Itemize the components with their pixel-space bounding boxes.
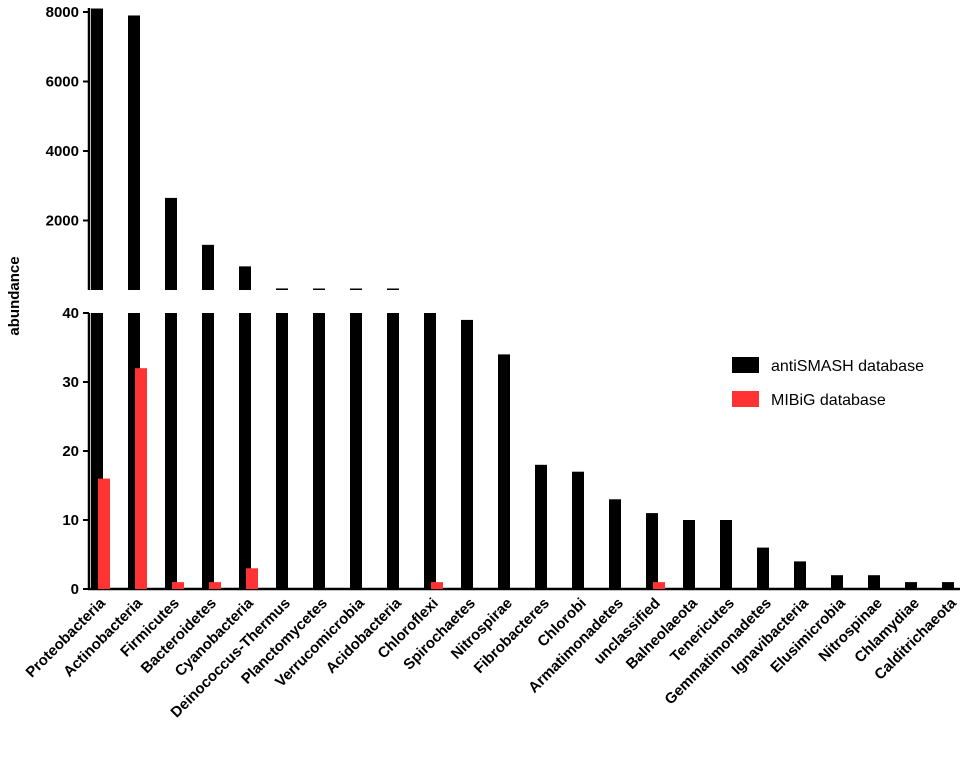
antismash-bar (239, 313, 251, 589)
antismash-bar (683, 520, 695, 589)
antismash-bar (387, 313, 399, 589)
legend: antiSMASH database MIBiG database (732, 357, 924, 409)
antismash-bar-upper (276, 288, 288, 290)
antismash-bar (424, 313, 436, 589)
mibig-bar (172, 582, 184, 589)
antismash-bar (165, 313, 177, 589)
antismash-bar (905, 582, 917, 589)
legend-label: MIBiG database (771, 392, 886, 409)
mibig-bar (135, 368, 147, 589)
mibig-bar (209, 582, 221, 589)
mibig-bar (246, 568, 258, 589)
antismash-bar-upper (165, 197, 177, 290)
y-axis-label: abundance (6, 256, 23, 335)
antismash-bar (646, 513, 658, 589)
antismash-bar (609, 499, 621, 589)
antismash-bar-upper (202, 244, 214, 290)
antismash-bar (276, 313, 288, 589)
antismash-bar (720, 520, 732, 589)
y-tick-label: 8000 (46, 4, 79, 21)
y-tick-label: 20 (62, 443, 79, 460)
antismash-bar (942, 582, 954, 589)
mibig-bar (431, 582, 443, 589)
antismash-bar (831, 575, 843, 589)
antismash-bar-upper (128, 15, 140, 290)
antismash-bar (202, 313, 214, 589)
antismash-bar (498, 354, 510, 589)
axes: 0 10 20 30 40 2000 4000 6000 8000 (46, 4, 960, 598)
mibig-bar (653, 582, 665, 589)
antismash-bar (313, 313, 325, 589)
antismash-bar-upper (91, 8, 103, 291)
antismash-bar-upper (313, 288, 325, 290)
legend-swatch (732, 357, 759, 373)
antismash-bar (461, 319, 473, 589)
antismash-bar (535, 464, 547, 589)
mibig-bar (98, 478, 110, 589)
bars (91, 8, 954, 589)
y-tick-label: 6000 (46, 74, 79, 91)
y-tick-label: 4000 (46, 143, 79, 160)
antismash-bar-upper (350, 288, 362, 290)
antismash-bar-upper (387, 288, 399, 290)
antismash-bar (757, 547, 769, 589)
x-tick-labels: ProteobacteriaActinobacteriaFirmicutesBa… (23, 594, 961, 721)
y-tick-label: 40 (62, 305, 79, 322)
y-tick-label: 10 (62, 512, 79, 529)
legend-label: antiSMASH database (771, 358, 924, 375)
y-tick-label: 30 (62, 374, 79, 391)
antismash-bar (572, 471, 584, 589)
antismash-bar-upper (239, 266, 251, 290)
y-tick-label: 2000 (46, 213, 79, 230)
antismash-bar (868, 575, 880, 589)
antismash-bar (794, 561, 806, 589)
legend-swatch (732, 391, 759, 407)
antismash-bar (350, 313, 362, 589)
y-tick-label: 0 (71, 581, 79, 598)
